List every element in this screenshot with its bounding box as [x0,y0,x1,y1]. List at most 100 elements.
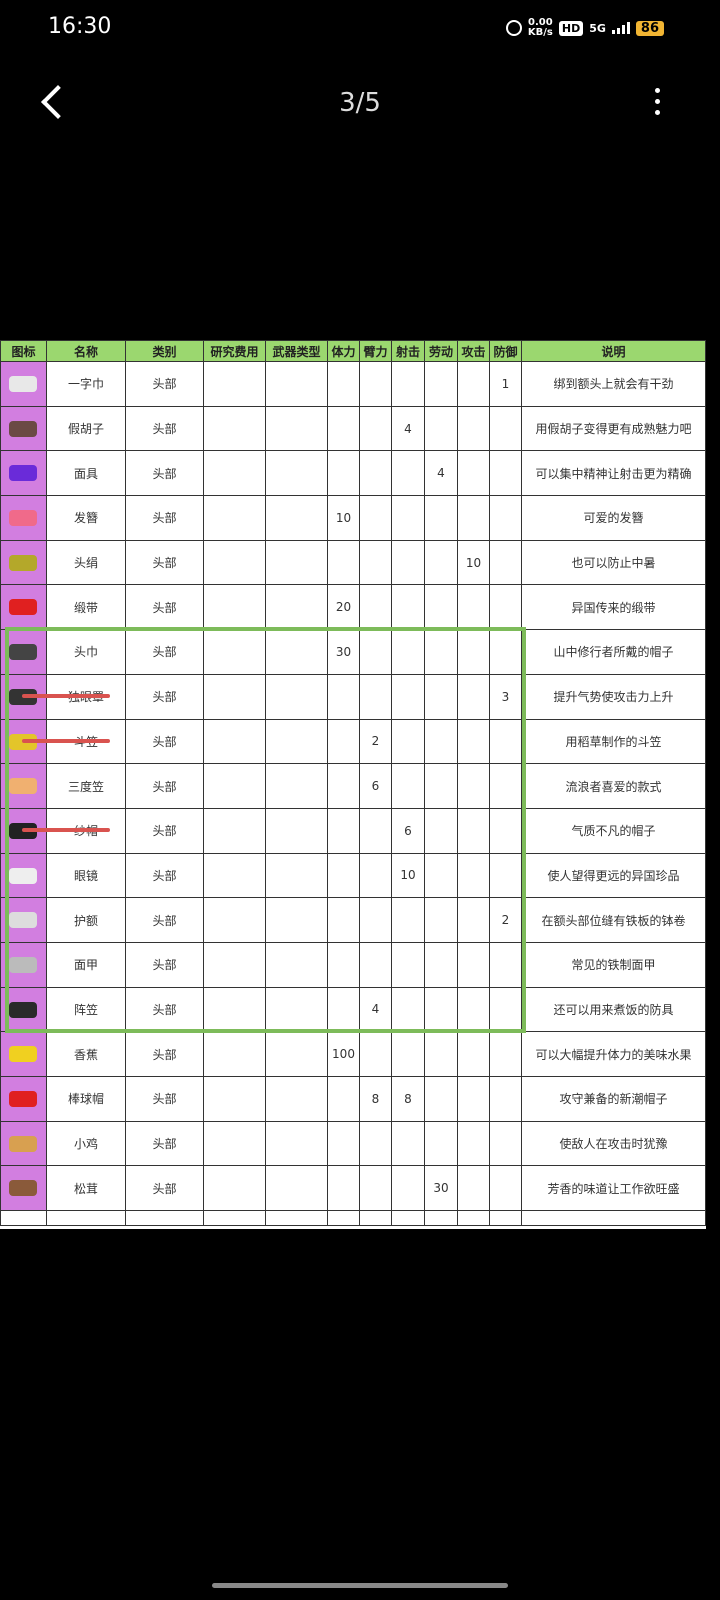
item-description: 还可以用来煮饭的防具 [521,986,706,1033]
item-description: 芳香的味道让工作欲旺盛 [521,1165,706,1212]
alarm-icon [505,20,522,36]
item-name: 小鸡 [46,1120,126,1167]
column-header: 劳动 [424,340,458,362]
stamina [327,718,360,765]
labor [424,361,458,407]
attack [457,450,490,497]
weapon-type [265,539,328,586]
item-description: 常见的铁制面甲 [521,941,706,988]
item-category: 头部 [125,941,204,988]
research-cost [203,450,266,497]
signal-icon [611,22,630,34]
battery-icon: 86 [635,20,664,36]
arm-strength [359,584,392,631]
item-icon-cell [0,584,47,631]
item-sprite-icon [9,1135,37,1152]
weapon-type [265,450,328,497]
labor [424,1076,458,1122]
item-description: 在额头部位缝有铁板的钵卷 [521,897,706,943]
column-header: 说明 [521,340,706,362]
network-type: 5G [589,21,606,35]
item-description: 使敌人在攻击时犹豫 [521,1120,706,1167]
highlight-box [5,627,526,1033]
item-sprite-icon [9,778,37,795]
table-row: 小鸡 头部 使敌人在攻击时犹豫 [0,1120,706,1167]
item-sprite-icon [9,420,37,437]
item-category: 头部 [125,1076,204,1122]
weapon-type [265,897,328,943]
labor [424,405,458,452]
item-description: 用稻草制作的斗笠 [521,718,706,765]
attack [457,1076,490,1122]
arm-strength: 2 [359,718,392,765]
stamina [327,673,360,720]
defense [489,495,522,541]
shooting [391,539,425,586]
empty-row [0,1210,706,1227]
defense: 2 [489,897,522,943]
stamina [327,1076,360,1122]
item-icon-cell [0,1165,47,1212]
item-sprite-icon [9,1180,37,1197]
research-cost [203,629,266,675]
weapon-type [265,1076,328,1122]
weapon-type [265,763,328,809]
item-category: 头部 [125,1120,204,1167]
item-category: 头部 [125,1165,204,1212]
shooting [391,584,425,631]
research-cost [203,1165,266,1212]
column-header: 体力 [327,340,360,362]
arm-strength [359,1120,392,1167]
item-sprite-icon [9,1091,37,1107]
item-name: 缎带 [46,584,126,631]
arm-strength [359,897,392,943]
item-description: 使人望得更远的异国珍品 [521,852,706,899]
attack [457,986,490,1033]
arm-strength [359,539,392,586]
research-cost [203,405,266,452]
arm-strength [359,1165,392,1212]
arm-strength [359,495,392,541]
column-header: 名称 [46,340,126,362]
defense [489,1076,522,1122]
column-header: 类别 [125,340,204,362]
shooting [391,361,425,407]
stamina [327,852,360,899]
item-icon-cell [0,1031,47,1077]
research-cost [203,941,266,988]
item-sprite-icon [9,554,37,571]
labor [424,673,458,720]
item-category: 头部 [125,1031,204,1077]
attack: 10 [457,539,490,586]
strikethrough-mark [22,738,110,743]
stamina: 10 [327,495,360,541]
defense: 1 [489,361,522,407]
research-cost [203,1076,266,1122]
column-header: 图标 [0,340,47,362]
hd-icon: HD [558,20,584,36]
item-sprite-icon [9,912,37,929]
stamina [327,539,360,586]
research-cost [203,1120,266,1167]
shooting [391,1165,425,1212]
attack [457,405,490,452]
more-options-icon[interactable] [655,88,660,115]
net-speed-unit: KB/s [527,27,553,38]
table-row: 棒球帽 头部 8 8 攻守兼备的新潮帽子 [0,1076,706,1122]
research-cost [203,361,266,407]
labor [424,1031,458,1077]
arm-strength [359,1031,392,1077]
item-name: 头绢 [46,539,126,586]
item-description: 绑到额头上就会有干劲 [521,361,706,407]
labor [424,807,458,854]
status-bar: 16:30 0.00 KB/s HD 5G 86 [0,0,720,56]
item-name: 面甲 [46,941,126,988]
labor: 4 [424,450,458,497]
stamina [327,361,360,407]
home-indicator[interactable] [212,1583,508,1588]
weapon-type [265,852,328,899]
arm-strength [359,941,392,988]
research-cost [203,986,266,1033]
arm-strength: 8 [359,1076,392,1122]
item-name: 护额 [46,897,126,943]
